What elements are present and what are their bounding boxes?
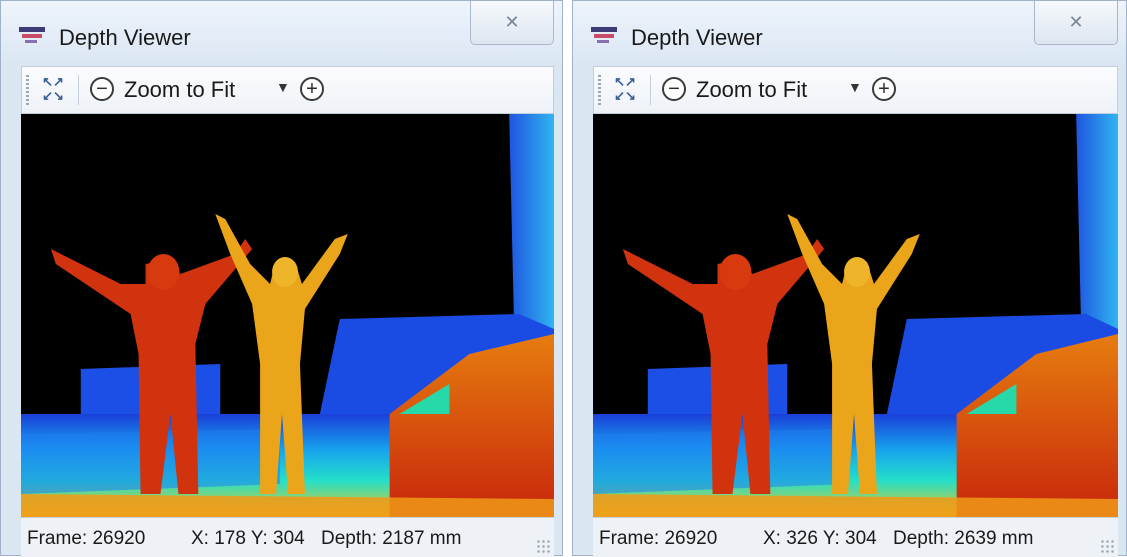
zoom-out-button[interactable]: − xyxy=(662,77,686,101)
resize-grip[interactable] xyxy=(1100,539,1114,553)
close-button[interactable]: ✕ xyxy=(1034,1,1118,45)
title-bar[interactable]: Depth Viewer ✕ xyxy=(1,1,562,63)
depth-image[interactable] xyxy=(593,114,1118,517)
cursor-coordinates: X: 178 Y: 304 xyxy=(191,528,305,549)
zoom-level-select[interactable]: Zoom to Fit xyxy=(124,77,236,102)
app-icon xyxy=(591,27,617,47)
resize-grip[interactable] xyxy=(536,539,550,553)
minus-icon: − xyxy=(668,78,680,100)
zoom-level-select[interactable]: Zoom to Fit xyxy=(696,77,808,102)
status-bar: Frame: 26920 X: 326 Y: 304 Depth: 2639 m… xyxy=(593,517,1118,557)
cursor-coordinates: X: 326 Y: 304 xyxy=(763,528,877,549)
toolbar-separator xyxy=(650,75,651,105)
depth-viewer-window-right: Depth Viewer ✕ ↖↗ ↙↘ − Zoom to Fit ▼ + xyxy=(572,0,1127,557)
app-icon xyxy=(19,27,45,47)
chevron-down-icon[interactable]: ▼ xyxy=(276,79,290,95)
status-bar: Frame: 26920 X: 178 Y: 304 Depth: 2187 m… xyxy=(21,517,554,557)
depth-map-canvas xyxy=(21,114,554,517)
close-button[interactable]: ✕ xyxy=(470,1,554,45)
zoom-out-button[interactable]: − xyxy=(90,77,114,101)
window-title: Depth Viewer xyxy=(631,25,763,50)
title-bar[interactable]: Depth Viewer ✕ xyxy=(573,1,1126,63)
depth-readout: Depth: 2187 mm xyxy=(321,528,462,549)
toolbar-grip[interactable] xyxy=(598,75,601,105)
depth-readout: Depth: 2639 mm xyxy=(893,528,1034,549)
fit-to-window-icon[interactable]: ↖↗ ↙↘ xyxy=(614,74,636,103)
depth-viewer-window-left: Depth Viewer ✕ ↖↗ ↙↘ − Zoom to Fit ▼ + xyxy=(0,0,563,557)
toolbar: ↖↗ ↙↘ − Zoom to Fit ▼ + xyxy=(21,66,554,114)
zoom-in-button[interactable]: + xyxy=(872,77,896,101)
depth-image[interactable] xyxy=(21,114,554,517)
toolbar: ↖↗ ↙↘ − Zoom to Fit ▼ + xyxy=(593,66,1118,114)
zoom-in-button[interactable]: + xyxy=(300,77,324,101)
depth-map-canvas xyxy=(593,114,1118,517)
toolbar-grip[interactable] xyxy=(26,75,29,105)
chevron-down-icon[interactable]: ▼ xyxy=(848,79,862,95)
toolbar-separator xyxy=(78,75,79,105)
minus-icon: − xyxy=(96,78,108,100)
window-title: Depth Viewer xyxy=(59,25,191,50)
plus-icon: + xyxy=(878,78,890,100)
close-icon: ✕ xyxy=(1068,12,1084,32)
fit-to-window-icon[interactable]: ↖↗ ↙↘ xyxy=(42,74,64,103)
close-icon: ✕ xyxy=(504,12,520,32)
plus-icon: + xyxy=(306,78,318,100)
frame-readout: Frame: 26920 xyxy=(599,528,718,549)
frame-readout: Frame: 26920 xyxy=(27,528,146,549)
